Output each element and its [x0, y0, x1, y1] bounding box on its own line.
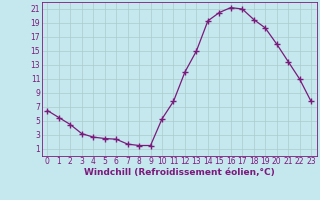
X-axis label: Windchill (Refroidissement éolien,°C): Windchill (Refroidissement éolien,°C)	[84, 168, 275, 177]
